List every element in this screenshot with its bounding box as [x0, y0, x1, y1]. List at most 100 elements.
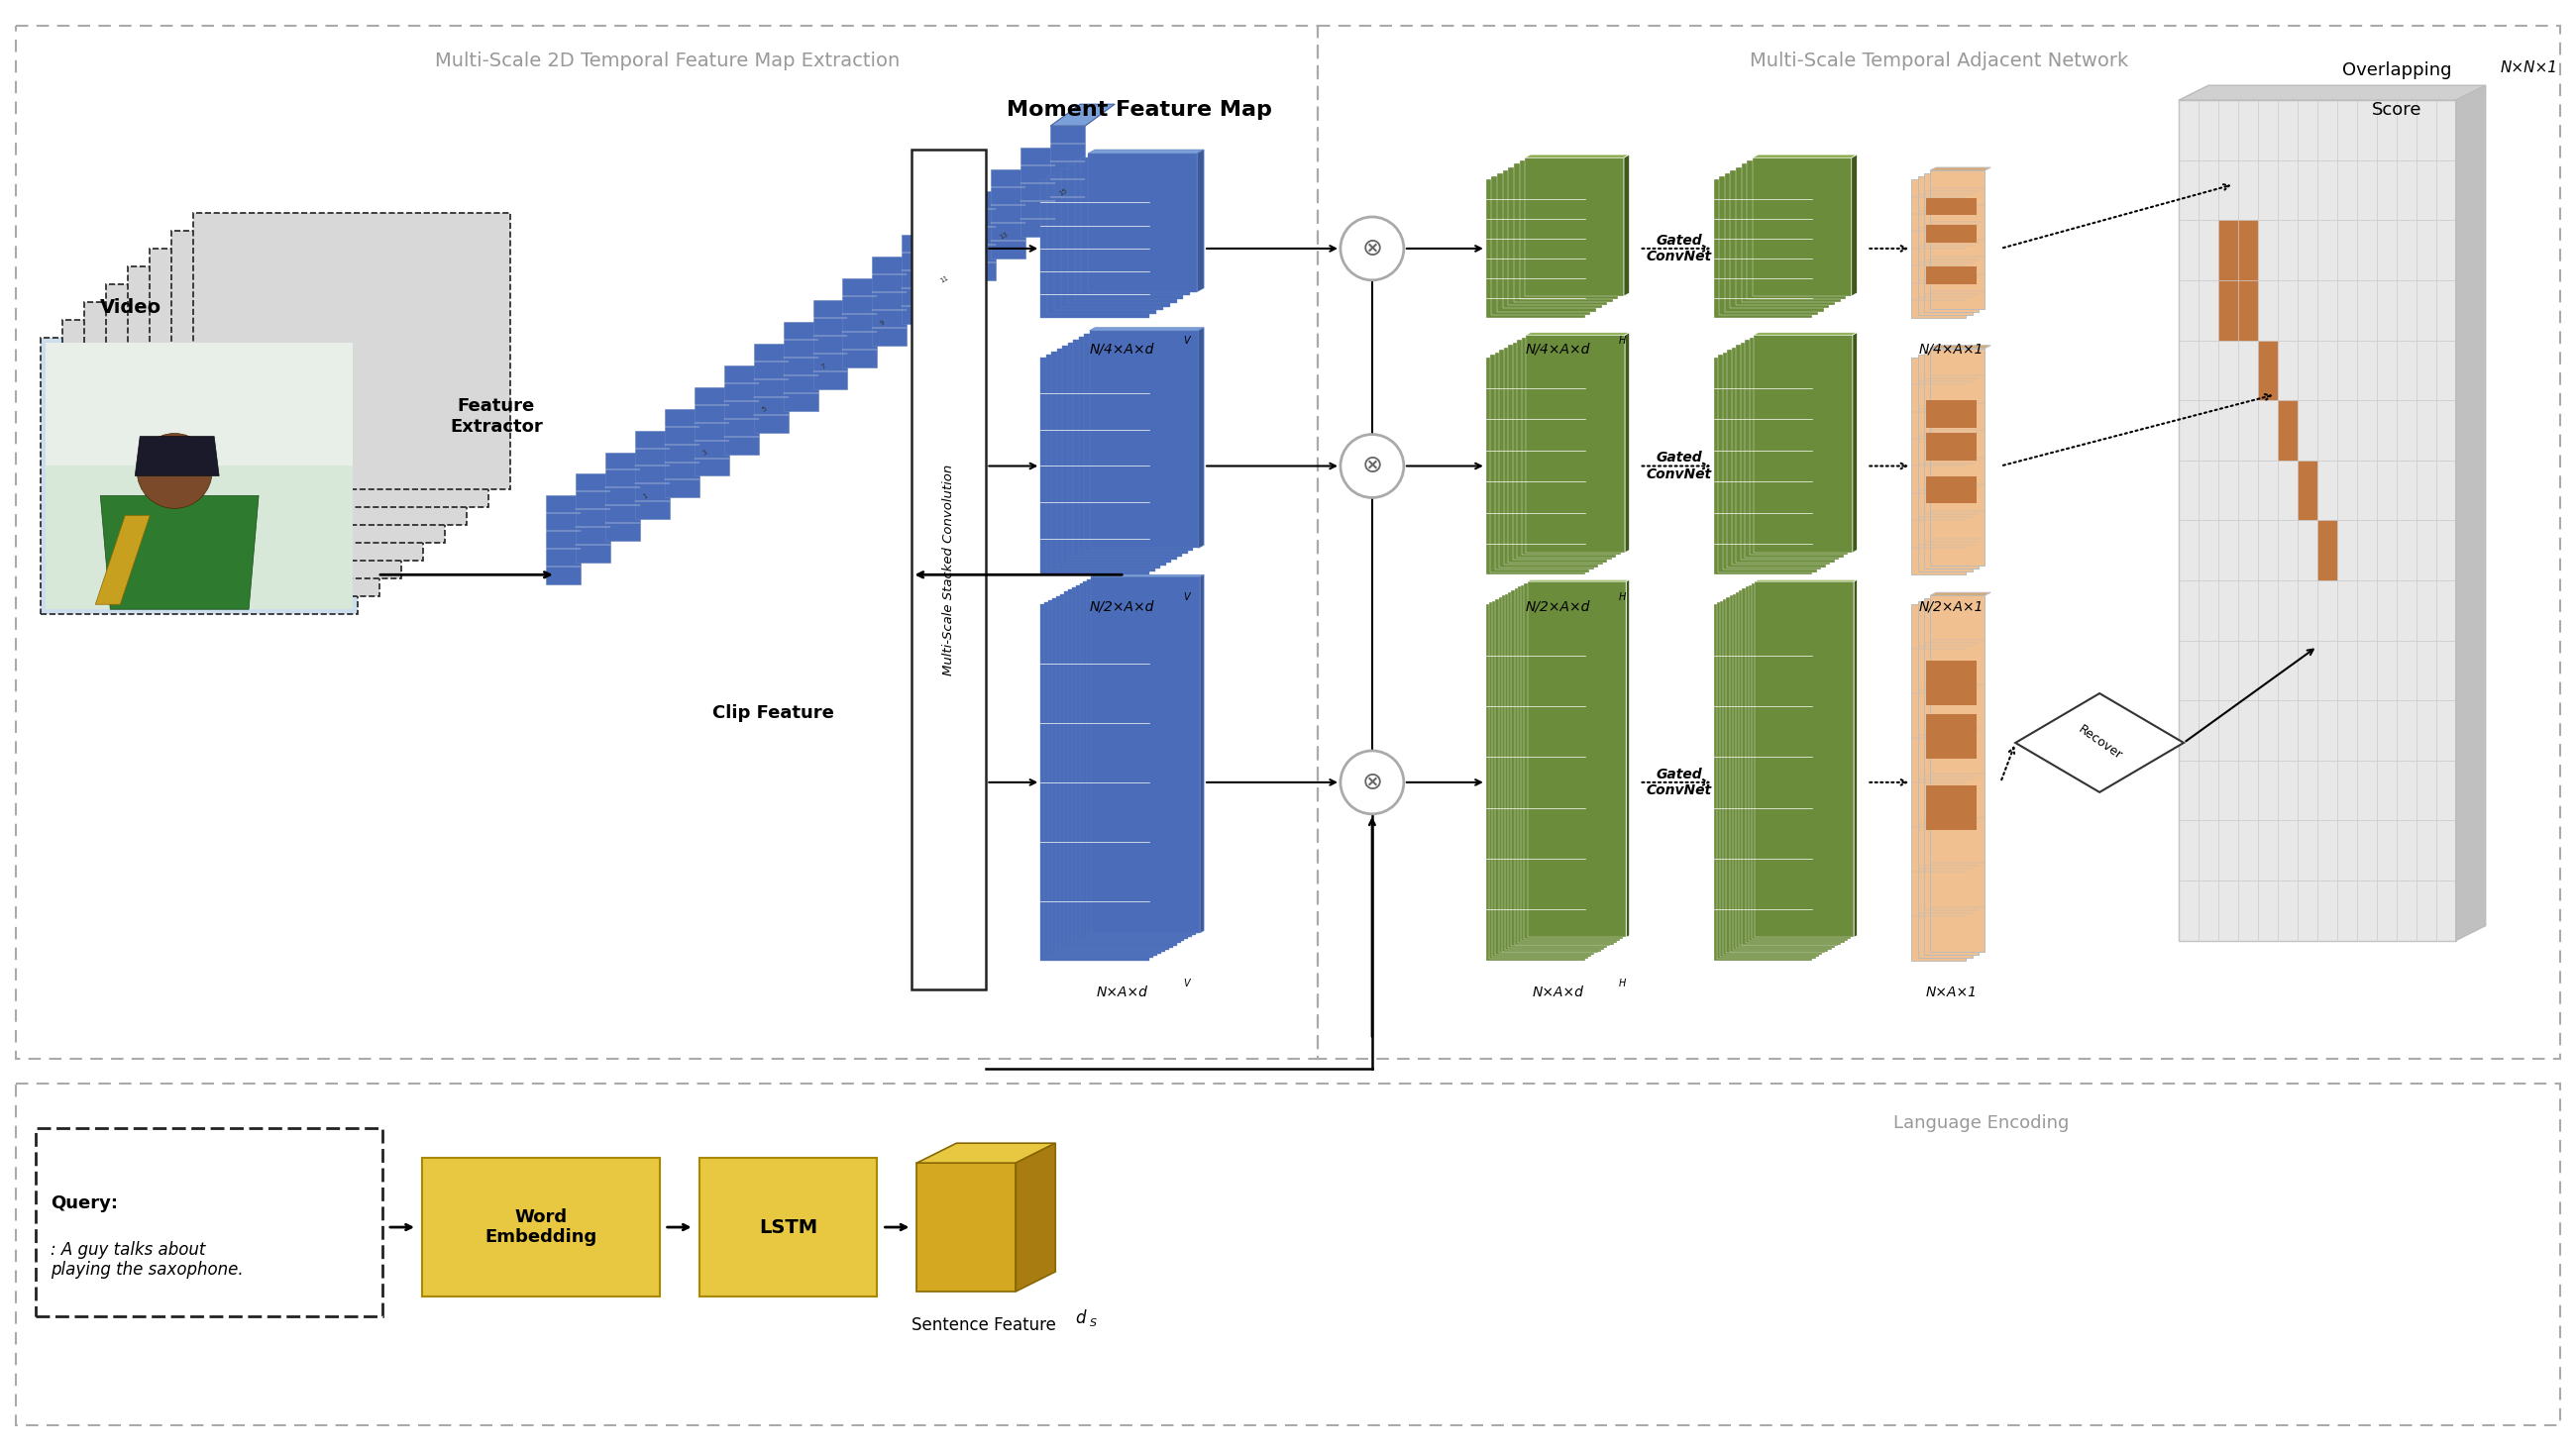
Text: Multi-Scale Temporal Adjacent Network: Multi-Scale Temporal Adjacent Network [1749, 51, 2128, 70]
Polygon shape [992, 170, 1025, 258]
Polygon shape [1927, 714, 1976, 759]
Polygon shape [2014, 694, 2184, 792]
Text: Video: Video [100, 299, 162, 318]
Polygon shape [2239, 280, 2259, 341]
Text: S: S [1090, 1318, 1097, 1328]
Polygon shape [1502, 170, 1602, 309]
Text: N×N×1: N×N×1 [2501, 61, 2558, 75]
Polygon shape [1625, 332, 1631, 553]
Polygon shape [1625, 580, 1631, 937]
Text: Language Encoding: Language Encoding [1893, 1114, 2069, 1132]
Polygon shape [85, 302, 402, 579]
Text: N/4×A×d: N/4×A×d [1090, 342, 1154, 357]
Text: d: d [1074, 1309, 1084, 1328]
Text: 1: 1 [641, 493, 649, 501]
Polygon shape [2455, 86, 2486, 940]
Polygon shape [1020, 148, 1056, 237]
Polygon shape [149, 248, 466, 525]
Polygon shape [1927, 267, 1976, 284]
Polygon shape [2318, 521, 2336, 580]
Polygon shape [1731, 170, 1829, 309]
Polygon shape [961, 192, 997, 280]
Polygon shape [1927, 785, 1976, 830]
Polygon shape [1754, 335, 1852, 553]
Polygon shape [1069, 342, 1177, 560]
Polygon shape [2179, 100, 2455, 940]
Text: 11: 11 [938, 274, 951, 284]
Text: Recover: Recover [2076, 723, 2123, 763]
Polygon shape [1494, 353, 1595, 570]
Polygon shape [1721, 601, 1819, 956]
Polygon shape [1517, 340, 1615, 557]
Text: N/2×A×1: N/2×A×1 [1919, 599, 1984, 614]
Polygon shape [1852, 332, 1857, 553]
Text: : A guy talks about
playing the saxophone.: : A guy talks about playing the saxophon… [52, 1241, 245, 1278]
Polygon shape [1512, 342, 1613, 560]
Polygon shape [1041, 605, 1149, 961]
Polygon shape [1061, 168, 1170, 306]
Polygon shape [1051, 351, 1159, 569]
Text: ⊗: ⊗ [1363, 454, 1383, 477]
Circle shape [1340, 216, 1404, 280]
Text: ⊗: ⊗ [1363, 237, 1383, 260]
Polygon shape [1929, 595, 1984, 952]
Polygon shape [1492, 355, 1589, 572]
Polygon shape [1520, 585, 1620, 940]
Polygon shape [1927, 225, 1976, 242]
Polygon shape [1741, 589, 1842, 945]
Polygon shape [693, 387, 729, 476]
Text: 3: 3 [701, 450, 708, 457]
Circle shape [1340, 434, 1404, 498]
Polygon shape [1082, 157, 1190, 296]
Polygon shape [1056, 348, 1167, 566]
Polygon shape [1927, 197, 1976, 215]
Polygon shape [1074, 161, 1182, 299]
Text: 7: 7 [819, 363, 827, 370]
Polygon shape [1525, 583, 1623, 939]
Polygon shape [2239, 221, 2259, 280]
Polygon shape [62, 319, 379, 596]
Polygon shape [1497, 173, 1597, 312]
Polygon shape [1929, 345, 1991, 348]
Polygon shape [1525, 158, 1623, 296]
Polygon shape [1051, 598, 1162, 953]
Polygon shape [1744, 340, 1844, 557]
Polygon shape [193, 213, 510, 490]
Polygon shape [842, 279, 878, 367]
Polygon shape [1087, 579, 1195, 934]
Polygon shape [1528, 582, 1625, 937]
Polygon shape [1731, 347, 1832, 564]
Polygon shape [917, 1162, 1015, 1291]
Polygon shape [1515, 164, 1613, 302]
Circle shape [1340, 750, 1404, 814]
Polygon shape [1927, 476, 1976, 503]
Text: Multi-Scale Stacked Convolution: Multi-Scale Stacked Convolution [943, 464, 956, 675]
Text: LSTM: LSTM [760, 1217, 817, 1236]
Polygon shape [1723, 599, 1821, 955]
Text: N×A×1: N×A×1 [1924, 985, 1976, 998]
Polygon shape [1492, 176, 1589, 315]
Polygon shape [1911, 605, 1965, 961]
Polygon shape [698, 1158, 878, 1296]
Polygon shape [1069, 164, 1177, 303]
Polygon shape [1507, 167, 1607, 305]
Text: H: H [1620, 592, 1625, 602]
Polygon shape [1489, 602, 1587, 959]
Polygon shape [1517, 586, 1618, 943]
Polygon shape [1927, 432, 1976, 460]
Text: Feature
Extractor: Feature Extractor [451, 398, 544, 435]
Text: H: H [1620, 978, 1625, 988]
Text: V: V [1182, 335, 1190, 345]
Polygon shape [1713, 605, 1814, 961]
Polygon shape [1515, 589, 1613, 945]
Polygon shape [1728, 595, 1829, 952]
Polygon shape [1015, 1143, 1056, 1291]
Polygon shape [1924, 351, 1978, 569]
Polygon shape [106, 284, 422, 562]
Polygon shape [1741, 342, 1839, 560]
Polygon shape [605, 453, 639, 541]
Polygon shape [1502, 595, 1600, 952]
Text: V: V [1182, 978, 1190, 988]
Polygon shape [2298, 460, 2318, 521]
Polygon shape [1713, 357, 1814, 575]
